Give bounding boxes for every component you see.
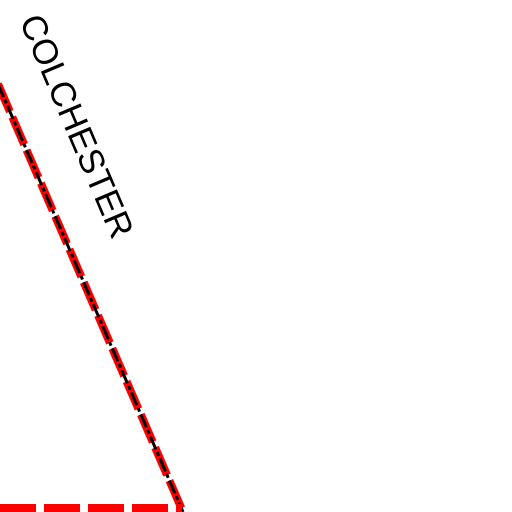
town-boundary bbox=[0, 82, 187, 512]
boundary-diagonal-black bbox=[0, 84, 185, 512]
place-label-colchester: COLCHESTER bbox=[12, 9, 141, 244]
